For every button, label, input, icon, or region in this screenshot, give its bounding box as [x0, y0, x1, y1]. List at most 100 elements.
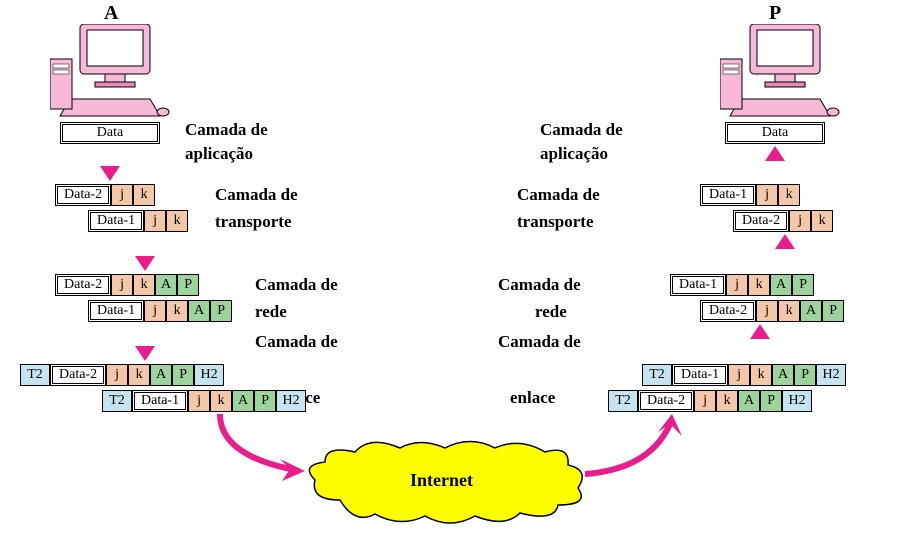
p-trans-label-2: transporte [517, 212, 593, 232]
a-link-row1: T2 Data-2 j k A P H2 [20, 364, 224, 386]
arrow-a2 [130, 234, 160, 272]
a-cell: A [770, 274, 792, 296]
data2-cell: Data-2 [50, 364, 106, 386]
p-net-row1: Data-1 j k A P [670, 274, 814, 296]
data2-cell: Data-2 [733, 210, 789, 232]
a-trans-label-1: Camada de [215, 185, 298, 205]
data-cell: Data [60, 122, 160, 144]
p-net-label-1: Camada de [498, 275, 581, 295]
a-trans-row1: Data-2 j k [55, 184, 155, 206]
a-trans-label-2: transporte [215, 212, 291, 232]
data-cell: Data [725, 122, 825, 144]
k-cell: k [748, 274, 770, 296]
p-trans-label-1: Camada de [517, 185, 600, 205]
k-cell: k [778, 184, 800, 206]
data1-cell: Data-1 [672, 364, 728, 386]
h2-cell: H2 [816, 364, 846, 386]
h2-cell: H2 [782, 390, 812, 412]
a-net-label-1: Camada de [255, 275, 338, 295]
data1-cell: Data-1 [88, 210, 144, 232]
k-cell: k [128, 364, 150, 386]
t2-cell: T2 [102, 390, 132, 412]
arrow-p2 [745, 324, 775, 362]
k-cell: k [133, 274, 155, 296]
j-cell: j [188, 390, 210, 412]
p-cell: P [254, 390, 276, 412]
data1-cell: Data-1 [670, 274, 726, 296]
p-link-row1: T2 Data-1 j k A P H2 [642, 364, 846, 386]
a-cell: A [155, 274, 177, 296]
a-app-label-2: aplicação [185, 144, 253, 164]
h2-cell: H2 [194, 364, 224, 386]
k-cell: k [716, 390, 738, 412]
k-cell: k [750, 364, 772, 386]
a-cell: A [232, 390, 254, 412]
a-link-label-1: Camada de [255, 332, 338, 352]
a-cell: A [738, 390, 760, 412]
j-cell: j [789, 210, 811, 232]
arrow-p3 [770, 234, 800, 272]
t2-cell: T2 [608, 390, 638, 412]
p-net-row2: Data-2 j k A P [700, 300, 844, 322]
computer-p [720, 24, 840, 119]
j-cell: j [694, 390, 716, 412]
a-cell: A [150, 364, 172, 386]
a-net-row2: Data-1 j k A P [88, 300, 232, 322]
data1-cell: Data-1 [132, 390, 188, 412]
j-cell: j [111, 274, 133, 296]
a-trans-row2: Data-1 j k [88, 210, 188, 232]
a-cell: A [188, 300, 210, 322]
k-cell: k [133, 184, 155, 206]
p-trans-row1: Data-1 j k [700, 184, 800, 206]
k-cell: k [778, 300, 800, 322]
p-cell: P [172, 364, 194, 386]
data1-cell: Data-1 [700, 184, 756, 206]
a-cell: A [800, 300, 822, 322]
h2-cell: H2 [276, 390, 306, 412]
a-app-label-1: Camada de [185, 120, 268, 140]
a-net-row1: Data-2 j k A P [55, 274, 199, 296]
j-cell: j [728, 364, 750, 386]
data2-cell: Data-2 [55, 184, 111, 206]
j-cell: j [111, 184, 133, 206]
p-cell: P [210, 300, 232, 322]
arrow-a3 [130, 324, 160, 362]
p-cell: P [822, 300, 844, 322]
p-link-row2: T2 Data-2 j k A P H2 [608, 390, 812, 412]
j-cell: j [144, 300, 166, 322]
arrow-a1 [95, 146, 125, 182]
p-cell: P [792, 274, 814, 296]
a-link-row2: T2 Data-1 j k A P H2 [102, 390, 306, 412]
data2-cell: Data-2 [55, 274, 111, 296]
p-net-label-2: rede [535, 302, 567, 322]
data2-cell: Data-2 [700, 300, 756, 322]
t2-cell: T2 [642, 364, 672, 386]
t2-cell: T2 [20, 364, 50, 386]
a-cell: A [772, 364, 794, 386]
header-p: P [769, 2, 781, 25]
p-link-label-1: Camada de [498, 332, 581, 352]
p-link-label-2: enlace [510, 388, 555, 408]
p-app-label-2: aplicação [540, 144, 608, 164]
j-cell: j [106, 364, 128, 386]
k-cell: k [811, 210, 833, 232]
j-cell: j [756, 184, 778, 206]
arrow-p4 [760, 146, 790, 182]
j-cell: j [144, 210, 166, 232]
header-a: A [104, 2, 118, 25]
p-app-data: Data [725, 122, 825, 144]
a-net-label-2: rede [255, 302, 287, 322]
p-trans-row2: Data-2 j k [733, 210, 833, 232]
j-cell: j [756, 300, 778, 322]
internet-label: Internet [410, 470, 473, 491]
k-cell: k [166, 210, 188, 232]
p-cell: P [177, 274, 199, 296]
a-app-data: Data [60, 122, 160, 144]
k-cell: k [166, 300, 188, 322]
data1-cell: Data-1 [88, 300, 144, 322]
computer-a [50, 24, 170, 119]
p-cell: P [760, 390, 782, 412]
p-cell: P [794, 364, 816, 386]
data2-cell: Data-2 [638, 390, 694, 412]
k-cell: k [210, 390, 232, 412]
